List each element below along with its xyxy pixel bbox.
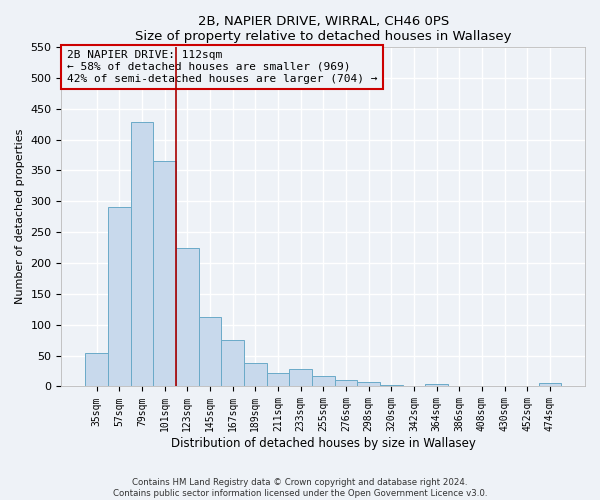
Bar bbox=[425, 384, 448, 386]
Bar bbox=[380, 384, 403, 386]
Bar bbox=[153, 161, 176, 386]
Y-axis label: Number of detached properties: Number of detached properties bbox=[15, 129, 25, 304]
Bar bbox=[131, 122, 153, 386]
Bar bbox=[357, 382, 380, 386]
Bar bbox=[335, 380, 357, 386]
Bar bbox=[312, 376, 335, 386]
Title: 2B, NAPIER DRIVE, WIRRAL, CH46 0PS
Size of property relative to detached houses : 2B, NAPIER DRIVE, WIRRAL, CH46 0PS Size … bbox=[135, 15, 511, 43]
Bar bbox=[289, 368, 312, 386]
Bar bbox=[199, 316, 221, 386]
Bar bbox=[221, 340, 244, 386]
Bar bbox=[108, 208, 131, 386]
Bar bbox=[85, 352, 108, 386]
Bar bbox=[244, 363, 266, 386]
Text: Contains HM Land Registry data © Crown copyright and database right 2024.
Contai: Contains HM Land Registry data © Crown c… bbox=[113, 478, 487, 498]
Bar bbox=[266, 373, 289, 386]
Bar bbox=[539, 384, 561, 386]
X-axis label: Distribution of detached houses by size in Wallasey: Distribution of detached houses by size … bbox=[171, 437, 476, 450]
Bar bbox=[176, 248, 199, 386]
Text: 2B NAPIER DRIVE: 112sqm
← 58% of detached houses are smaller (969)
42% of semi-d: 2B NAPIER DRIVE: 112sqm ← 58% of detache… bbox=[67, 50, 377, 84]
